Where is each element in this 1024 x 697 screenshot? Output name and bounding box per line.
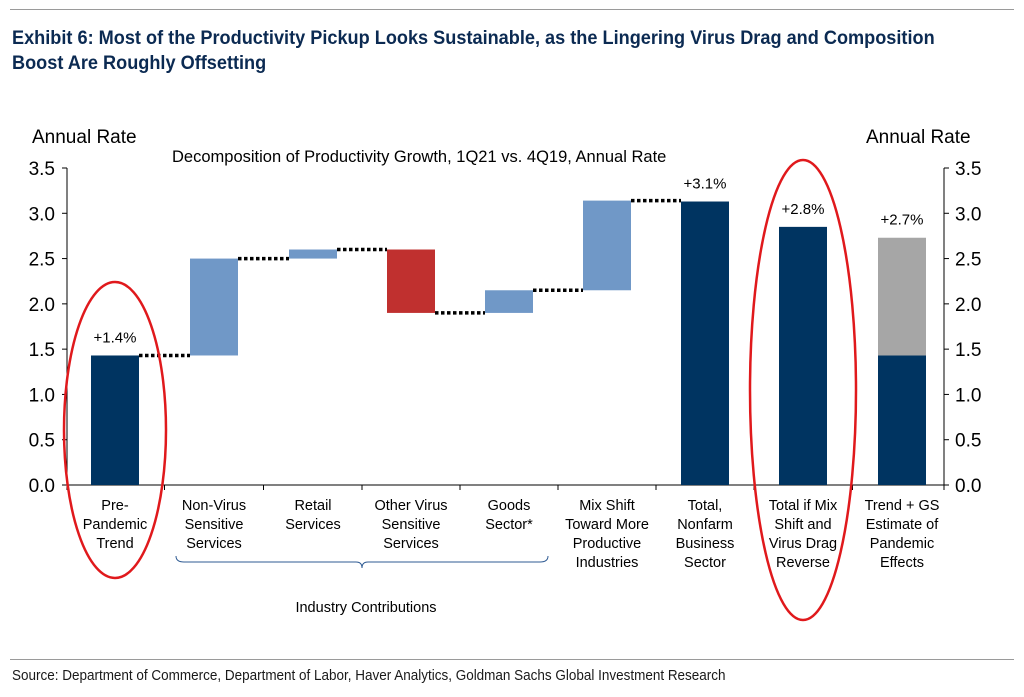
y-tick-label-left: 1.0: [29, 385, 55, 406]
bar: [583, 200, 631, 291]
y-tick-label-left: 3.5: [29, 159, 55, 180]
data-label: +2.8%: [782, 201, 825, 218]
chart-subtitle: Decomposition of Productivity Growth, 1Q…: [172, 148, 666, 166]
x-tick-label: Goods: [488, 498, 531, 514]
x-tick-label: Pre-: [101, 498, 129, 514]
x-tick-label: Effects: [880, 555, 924, 571]
x-tick-label: Pandemic: [870, 536, 934, 552]
y-tick-label-left: 1.5: [29, 340, 55, 361]
bottom-rule: [10, 659, 1014, 660]
top-rule: [10, 9, 1014, 10]
y-tick-label-right: 3.5: [955, 159, 981, 180]
bar: [485, 290, 533, 313]
y-tick-label-right: 0.5: [955, 431, 981, 452]
x-tick-label: Sensitive: [382, 517, 441, 533]
bar: [190, 258, 238, 356]
x-tick-label: Mix Shift: [579, 498, 635, 514]
x-tick-label: Retail: [294, 498, 331, 514]
bar-base: [878, 355, 926, 485]
bar: [681, 201, 729, 486]
x-tick-label: Reverse: [776, 555, 830, 571]
y-tick-label-left: 3.0: [29, 204, 55, 225]
y-tick-label-left: 0.5: [29, 431, 55, 452]
bar: [878, 237, 926, 356]
bar: [779, 226, 827, 485]
chart-highlights: [62, 158, 858, 622]
source-note: Source: Department of Commerce, Departme…: [12, 668, 726, 684]
y-tick-label-left: 2.5: [29, 250, 55, 271]
x-tick-label: Estimate of: [866, 517, 939, 533]
x-tick-label: Productive: [573, 536, 642, 552]
y-tick-label-right: 1.0: [955, 385, 981, 406]
x-tick-label: Sector: [684, 555, 726, 571]
x-tick-label: Business: [676, 536, 735, 552]
x-tick-label: Total,: [688, 498, 723, 514]
y-axis-label-right: Annual Rate: [866, 127, 971, 148]
x-tick-label: Total if Mix: [769, 498, 838, 514]
data-label: +3.1%: [684, 176, 727, 193]
highlight-ellipse: [748, 158, 858, 622]
x-tick-label: Shift and: [774, 517, 831, 533]
chart-labels: 0.0 0.0 0.5 0.5 1.0 1.0 1.5 1.5 2.0 2.0 2.5 2.5 3.0 3…: [29, 159, 982, 571]
x-tick-label: Pandemic: [83, 517, 147, 533]
x-tick-label: Services: [186, 536, 242, 552]
bar: [289, 249, 337, 259]
waterfall-chart: 0.0 0.0 0.5 0.5 1.0 1.0 1.5 1.5 2.0 2.0 2.5 2.5 3.0 3…: [29, 127, 982, 622]
x-tick-label: Services: [383, 536, 439, 552]
y-tick-label-left: 0.0: [29, 476, 55, 497]
y-tick-label-right: 0.0: [955, 476, 981, 497]
x-tick-label: Industries: [576, 555, 639, 571]
bar: [91, 355, 139, 485]
x-tick-label: Nonfarm: [677, 517, 733, 533]
y-tick-label-right: 2.5: [955, 250, 981, 271]
x-tick-label: Non-Virus: [182, 498, 246, 514]
data-label: +2.7%: [881, 212, 924, 229]
highlight-ellipse: [62, 280, 168, 580]
chart-bars: [91, 200, 926, 486]
group-brace: [175, 555, 549, 569]
data-label: +1.4%: [94, 329, 137, 346]
bar: [387, 249, 435, 313]
y-tick-label-right: 2.0: [955, 295, 981, 316]
y-tick-label-right: 3.0: [955, 204, 981, 225]
page-title: Exhibit 6: Most of the Productivity Pick…: [12, 27, 935, 74]
y-tick-label-right: 1.5: [955, 340, 981, 361]
x-tick-label: Other Virus: [374, 498, 447, 514]
y-tick-label-left: 2.0: [29, 295, 55, 316]
x-tick-label: Sensitive: [185, 517, 244, 533]
x-tick-label: Sector*: [485, 517, 533, 533]
x-tick-label: Toward More: [565, 517, 649, 533]
chart-connectors: [139, 198, 681, 358]
y-axis-label-left: Annual Rate: [32, 127, 137, 148]
x-tick-label: Trend: [96, 536, 133, 552]
x-tick-label: Trend + GS: [865, 498, 940, 514]
industry-group-label: Industry Contributions: [295, 600, 436, 616]
x-tick-label: Virus Drag: [769, 536, 837, 552]
x-tick-label: Services: [285, 517, 341, 533]
